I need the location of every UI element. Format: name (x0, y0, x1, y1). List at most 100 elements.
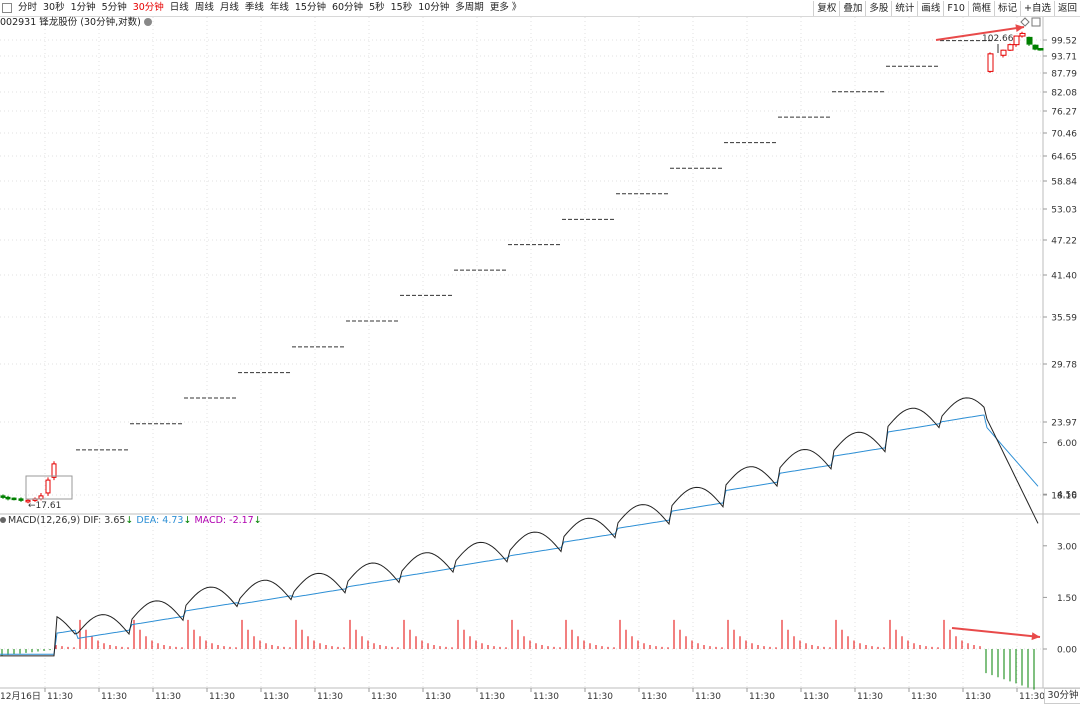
high-price-annotation: 102.66 (982, 34, 1014, 44)
date-label: 12月16日 (0, 691, 41, 702)
stock-title-text: 002931 锋龙股份 (30分钟,对数) (0, 17, 141, 28)
price-axis-label: 82.08 (1051, 89, 1077, 99)
function-tab[interactable]: 复权 (813, 0, 839, 16)
macd-histogram-value: MACD: -2.17↓ (194, 515, 262, 526)
period-tab[interactable]: 30分钟 (132, 2, 164, 13)
selection-box (25, 475, 73, 500)
period-tab[interactable]: 更多 》 (489, 2, 522, 13)
macd-axis-label: 4.50 (1057, 491, 1077, 501)
price-axis-label: 23.97 (1051, 419, 1077, 429)
function-tab[interactable]: 统计 (891, 0, 917, 16)
candle-body (1000, 49, 1007, 56)
function-tab[interactable]: 简框 (967, 0, 994, 16)
period-tab[interactable]: 季线 (244, 2, 264, 13)
price-axis-label: 47.22 (1051, 237, 1077, 247)
period-tab[interactable]: 10分钟 (418, 2, 450, 13)
candle-body (1007, 44, 1014, 51)
function-tab[interactable]: 画线 (917, 0, 943, 16)
candle-body (1026, 36, 1033, 45)
price-axis-label: 41.40 (1051, 272, 1077, 282)
time-axis-label: 11:30 (371, 692, 397, 702)
time-axis-label: 11:30 (263, 692, 289, 702)
price-axis-label: 64.65 (1051, 153, 1077, 163)
candle-body (51, 463, 57, 478)
period-tab[interactable]: 30秒 (43, 2, 65, 13)
candle-body (18, 498, 24, 501)
macd-axis-label: 0.00 (1057, 646, 1077, 656)
period-tab[interactable]: 5分钟 (101, 2, 127, 13)
price-arrow-head (1015, 24, 1024, 33)
time-axis-label: 11:30 (695, 692, 721, 702)
period-tabs: 分时 30秒 1分钟 5分钟 30分钟 日线 周线 月线 季线 年线 15分钟 60分钟 5秒 15秒 10… (0, 0, 524, 16)
function-tab[interactable]: +自选 (1020, 0, 1054, 16)
period-tab[interactable]: 5秒 (369, 2, 385, 13)
period-tab[interactable]: 日线 (169, 2, 189, 13)
period-tab[interactable]: 多周期 (455, 2, 484, 13)
price-axis-label: 53.03 (1051, 206, 1077, 216)
time-axis-label: 11:30 (209, 692, 235, 702)
time-axis-label: 11:30 (587, 692, 613, 702)
function-tab[interactable]: 标记 (994, 0, 1020, 16)
time-axis-label: 11:30 (749, 692, 775, 702)
macd-arrow (951, 627, 1041, 638)
time-axis-label: 11:30 (425, 692, 451, 702)
time-axis-label: 11:30 (641, 692, 667, 702)
candle-body (11, 497, 17, 501)
dea-line (0, 414, 1039, 655)
price-arrow (935, 26, 1025, 41)
candle-body (1013, 35, 1020, 46)
candle-body (5, 496, 11, 500)
time-axis-label: 11:30 (47, 692, 73, 702)
price-axis-label: 99.52 (1051, 37, 1077, 47)
time-axis-label: 11:30 (155, 692, 181, 702)
time-axis-label: 11:30 (803, 692, 829, 702)
window-toggle-icon[interactable] (2, 3, 12, 13)
price-axis-label: 93.71 (1051, 53, 1077, 63)
time-axis-label: 11:30 (911, 692, 937, 702)
candle-body (1037, 48, 1044, 51)
period-tab[interactable]: 年线 (269, 2, 289, 13)
macd-axis-label: 1.50 (1057, 594, 1077, 604)
time-axis-label: 11:30 (479, 692, 505, 702)
dif-line (0, 397, 1039, 657)
price-axis-label: 87.79 (1051, 70, 1077, 80)
candle-body (38, 495, 44, 500)
price-axis-label: 76.27 (1051, 108, 1077, 118)
candle-body (0, 495, 6, 498)
period-tab[interactable]: 15秒 (390, 2, 413, 13)
function-tab[interactable]: 多股 (865, 0, 891, 16)
macd-dif-value: DIF: 3.65↓ (83, 515, 134, 526)
candle-body (25, 499, 31, 503)
macd-arrow-head (1031, 632, 1040, 641)
price-axis-label: 29.78 (1051, 361, 1077, 371)
function-tab[interactable]: 叠加 (839, 0, 865, 16)
function-tab[interactable]: 返回 (1053, 0, 1080, 16)
period-tab[interactable]: 1分钟 (70, 2, 96, 13)
macd-axis-label: 6.00 (1057, 439, 1077, 449)
macd-axis-label: 3.00 (1057, 542, 1077, 552)
candle-body (45, 479, 51, 494)
period-tab[interactable]: 15分钟 (294, 2, 326, 13)
period-tab[interactable]: 分时 (18, 2, 38, 13)
time-axis-label: 11:30 (101, 692, 127, 702)
period-tab[interactable]: 周线 (194, 2, 214, 13)
indicator-circle-icon[interactable] (0, 517, 6, 523)
time-axis-label: 11:30 (1019, 692, 1045, 702)
time-axis-label: 11:30 (317, 692, 343, 702)
price-axis-label: 70.46 (1051, 130, 1077, 140)
diamond-icon (1020, 17, 1030, 27)
time-axis-label: 11:30 (965, 692, 991, 702)
time-axis-label: 11:30 (533, 692, 559, 702)
stock-title: 002931 锋龙股份 (30分钟,对数) (0, 17, 152, 29)
candle-body (1019, 32, 1026, 37)
settings-dot-icon[interactable] (143, 18, 152, 26)
period-toolbar: 分时 30秒 1分钟 5分钟 30分钟 日线 周线 月线 季线 年线 15分钟 60分钟 5秒 15秒 10… (0, 0, 1080, 17)
period-tab[interactable]: 60分钟 (331, 2, 364, 13)
function-tab[interactable]: F10 (943, 0, 968, 16)
period-tab[interactable]: 月线 (219, 2, 239, 13)
price-axis-label: 58.84 (1051, 178, 1077, 188)
function-tabs: 复权 叠加 多股 统计 画线 F10 简框 标记 +自选 返回 (813, 0, 1080, 16)
low-price-annotation: ←17.61 (28, 501, 61, 511)
time-axis-label: 11:30 (857, 692, 883, 702)
